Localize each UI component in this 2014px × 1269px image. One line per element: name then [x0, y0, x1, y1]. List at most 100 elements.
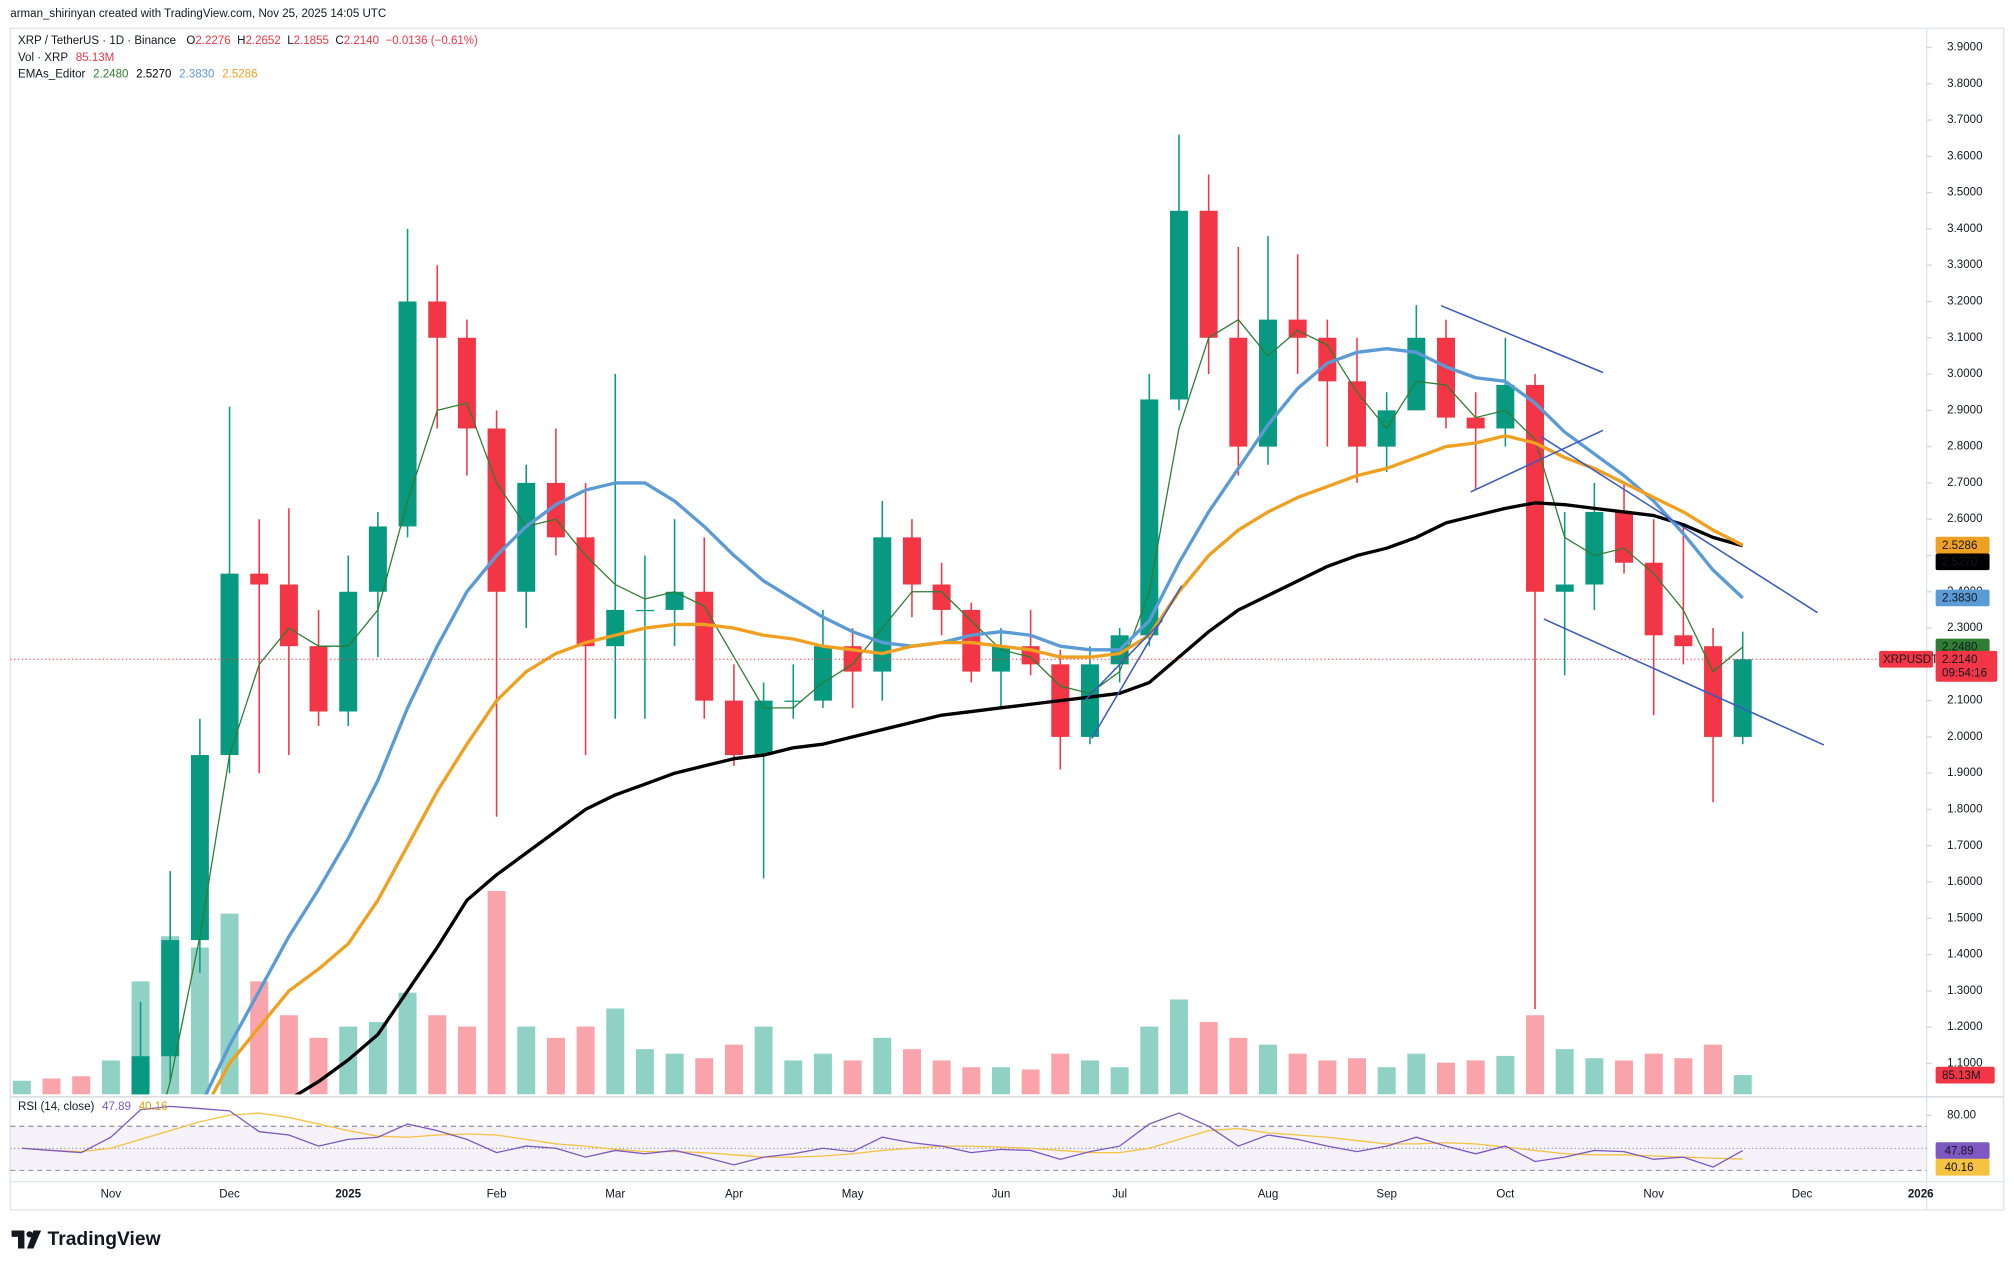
volume-bar	[1555, 1049, 1574, 1095]
volume-bar	[813, 1053, 832, 1095]
volume-bar	[873, 1037, 892, 1095]
candle-body	[1318, 337, 1337, 382]
rsi-value: 47.89	[102, 1101, 131, 1113]
volume-title: Vol · XRP	[18, 52, 68, 64]
candle-body	[1674, 635, 1693, 647]
volume-tag-label: 85.13M	[1942, 1070, 1981, 1082]
y-tick-label: 3.5000	[1947, 187, 1982, 199]
candle-body	[754, 700, 773, 756]
x-tick-label: 2025	[335, 1189, 361, 1201]
x-tick-label: May	[842, 1189, 864, 1201]
volume-value: 85.13M	[76, 52, 115, 64]
price-tag	[1935, 589, 1990, 607]
ema-layer	[166, 319, 1744, 1095]
x-tick-label: Jul	[1112, 1189, 1127, 1201]
volume-bar	[1229, 1037, 1248, 1095]
ohlc-key: C	[335, 35, 343, 47]
volume-bar	[457, 1026, 476, 1095]
price-tag-label: 2.2480	[1942, 642, 1977, 654]
rsi-signal-tag-label: 40.16	[1945, 1162, 1974, 1174]
rsi-line	[21, 1105, 1744, 1168]
x-tick-label: Apr	[725, 1189, 743, 1201]
y-tick-label: 1.5000	[1947, 912, 1982, 924]
ohlc-key: L	[287, 35, 294, 47]
ema-value: 2.2480	[93, 69, 128, 81]
y-tick-label: 3.3000	[1947, 259, 1982, 271]
ema-line	[294, 501, 1744, 1095]
candle-body	[843, 646, 862, 672]
y-tick-label: 3.4000	[1947, 223, 1982, 235]
candle-body	[1229, 337, 1248, 447]
ema-line	[210, 434, 1744, 1095]
rsi-band	[10, 1126, 1927, 1171]
rsi-tag	[1935, 1142, 1990, 1159]
brand-logo: TradingView	[11, 1229, 162, 1250]
x-tick-label: Oct	[1496, 1189, 1515, 1201]
rsi-title: RSI (14, close)	[18, 1101, 95, 1113]
credit: arman_shirinyan created with TradingView…	[10, 8, 386, 20]
candle-body	[873, 537, 892, 672]
countdown: 09:54:16	[1942, 667, 1987, 679]
legend-row: XRP / TetherUS · 1D · Binance O2.2276 H2.2…	[18, 35, 478, 47]
trend-line	[1091, 585, 1183, 739]
legend-row: EMAs_Editor 2.2480 2.5270 2.3830 2.5286	[18, 69, 258, 81]
volume-bar	[724, 1044, 743, 1095]
volume-bar	[1259, 1044, 1277, 1095]
volume-bar	[1466, 1060, 1485, 1095]
volume-bar	[1318, 1060, 1337, 1095]
rsi-tag-label: 47.89	[1945, 1145, 1974, 1157]
volume-bar	[1080, 1060, 1099, 1095]
price-tag-label: 2.5286	[1942, 540, 1977, 552]
logo-mark	[26, 1230, 42, 1249]
candle-body	[576, 537, 595, 647]
candle-body	[695, 591, 714, 701]
volume-bar	[279, 1015, 298, 1095]
volume-bar	[932, 1060, 951, 1095]
y-tick-label: 1.3000	[1947, 985, 1982, 997]
candle-body	[1466, 417, 1485, 429]
volume-bar	[843, 1060, 862, 1095]
rsi-signal-tag	[1935, 1158, 1990, 1176]
x-tick-label: Nov	[101, 1189, 122, 1201]
volume-bar	[665, 1053, 684, 1095]
y-tick-label: 3.0000	[1947, 368, 1982, 380]
candle-body	[1437, 337, 1456, 418]
x-tick-label: Dec	[219, 1189, 240, 1201]
trend-lines	[1084, 304, 1825, 746]
x-tick-label: 2026	[1908, 1189, 1934, 1201]
x-tick-label: Sep	[1376, 1189, 1397, 1201]
candle-body	[1585, 511, 1604, 585]
volume-bar	[902, 1049, 921, 1095]
volume-bar	[1021, 1069, 1040, 1095]
brand: TradingView	[48, 1229, 162, 1250]
candle-body	[161, 940, 180, 1057]
candle-body	[131, 1056, 150, 1095]
volume-bar	[101, 1060, 120, 1095]
x-tick-label: Aug	[1258, 1189, 1279, 1201]
ema-value: 2.5286	[222, 69, 257, 81]
y-tick-label: 1.7000	[1947, 840, 1982, 852]
y-tick-label: 1.1000	[1947, 1058, 1982, 1070]
symbol-tag-label: XRPUSDT	[1883, 654, 1938, 666]
candle-body	[279, 584, 298, 647]
candle-body	[517, 482, 536, 592]
candle-body	[487, 428, 506, 592]
candle-body	[1555, 584, 1574, 592]
volume-bar	[1407, 1053, 1426, 1095]
candle-body	[962, 609, 981, 672]
volume-bar	[1348, 1058, 1366, 1095]
frame	[9, 27, 2005, 1211]
trend-line	[1470, 429, 1604, 493]
volume-bar	[1496, 1055, 1515, 1095]
candle-body	[368, 526, 387, 592]
price-tag	[1935, 650, 1998, 682]
candle-body	[1496, 384, 1515, 429]
price-tag	[1935, 553, 1990, 571]
candle-body	[724, 700, 743, 756]
rsi-tick-label: 80.00	[1947, 1109, 1976, 1121]
candle-body	[250, 573, 269, 585]
volume-bar	[1674, 1058, 1693, 1095]
candle-body	[1644, 562, 1663, 636]
